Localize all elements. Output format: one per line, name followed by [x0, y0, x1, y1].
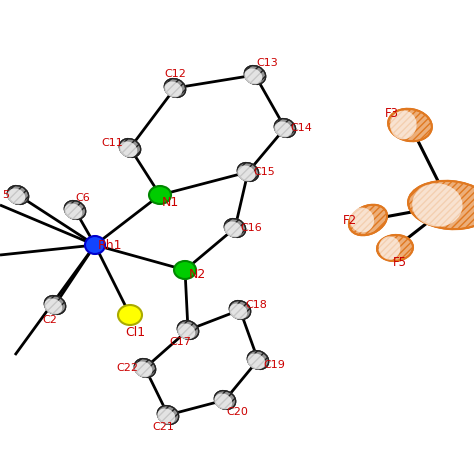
Text: N1: N1 — [161, 197, 179, 210]
Ellipse shape — [214, 393, 232, 410]
Text: C17: C17 — [169, 337, 191, 347]
Text: F2: F2 — [343, 213, 357, 227]
Ellipse shape — [224, 219, 246, 237]
Ellipse shape — [134, 359, 155, 377]
Ellipse shape — [350, 208, 374, 232]
Ellipse shape — [157, 406, 179, 424]
Ellipse shape — [390, 110, 417, 139]
Text: C16: C16 — [240, 223, 262, 233]
Ellipse shape — [244, 68, 262, 84]
Text: C12: C12 — [164, 69, 186, 79]
Text: C6: C6 — [76, 193, 91, 203]
Ellipse shape — [119, 138, 141, 157]
Ellipse shape — [274, 118, 296, 137]
Ellipse shape — [64, 201, 86, 219]
Ellipse shape — [377, 235, 413, 261]
Ellipse shape — [149, 186, 171, 204]
Ellipse shape — [44, 299, 62, 314]
Ellipse shape — [412, 183, 463, 227]
Text: C18: C18 — [245, 300, 267, 310]
Ellipse shape — [177, 320, 199, 339]
Ellipse shape — [64, 201, 86, 219]
Ellipse shape — [7, 186, 28, 204]
Text: Cl1: Cl1 — [125, 327, 145, 339]
Ellipse shape — [119, 138, 141, 157]
Ellipse shape — [224, 219, 246, 237]
Ellipse shape — [388, 109, 432, 141]
Ellipse shape — [134, 359, 155, 377]
Ellipse shape — [45, 296, 66, 314]
Ellipse shape — [118, 305, 142, 325]
Ellipse shape — [214, 391, 236, 410]
Ellipse shape — [164, 82, 182, 98]
Text: C19: C19 — [263, 360, 285, 370]
Ellipse shape — [349, 205, 387, 235]
Ellipse shape — [229, 301, 251, 319]
Ellipse shape — [274, 121, 292, 137]
Ellipse shape — [177, 320, 199, 339]
Ellipse shape — [247, 351, 269, 369]
Ellipse shape — [174, 261, 196, 279]
Ellipse shape — [379, 237, 401, 260]
Ellipse shape — [85, 236, 105, 254]
Text: F5: F5 — [393, 255, 407, 268]
Text: 5: 5 — [2, 190, 9, 200]
Text: F3: F3 — [385, 107, 399, 119]
Ellipse shape — [164, 79, 186, 97]
Ellipse shape — [274, 118, 296, 137]
Ellipse shape — [224, 221, 242, 237]
Text: C14: C14 — [290, 123, 312, 133]
Ellipse shape — [229, 303, 247, 319]
Ellipse shape — [237, 163, 259, 182]
Ellipse shape — [7, 189, 25, 204]
Ellipse shape — [177, 323, 195, 339]
Text: Rh1: Rh1 — [98, 238, 122, 252]
Ellipse shape — [388, 109, 432, 141]
Text: C13: C13 — [256, 58, 278, 68]
Ellipse shape — [157, 409, 175, 424]
Ellipse shape — [134, 362, 152, 377]
Ellipse shape — [247, 351, 269, 369]
Ellipse shape — [408, 181, 474, 229]
Ellipse shape — [45, 296, 66, 314]
Ellipse shape — [164, 79, 186, 97]
Ellipse shape — [349, 205, 387, 235]
Ellipse shape — [7, 186, 28, 204]
Text: N2: N2 — [188, 268, 206, 282]
Ellipse shape — [247, 354, 265, 369]
Text: C11: C11 — [101, 138, 123, 148]
Ellipse shape — [244, 65, 265, 84]
Text: C15: C15 — [253, 167, 275, 177]
Text: C2: C2 — [43, 315, 57, 325]
Ellipse shape — [214, 391, 236, 410]
Ellipse shape — [244, 65, 265, 84]
Ellipse shape — [237, 165, 255, 182]
Ellipse shape — [408, 181, 474, 229]
Ellipse shape — [157, 406, 179, 424]
Ellipse shape — [377, 235, 413, 261]
Ellipse shape — [229, 301, 251, 319]
Text: C21: C21 — [152, 422, 174, 432]
Ellipse shape — [119, 141, 137, 157]
Ellipse shape — [64, 203, 82, 219]
Text: C20: C20 — [226, 407, 248, 417]
Text: C22: C22 — [116, 363, 138, 373]
Ellipse shape — [237, 163, 259, 182]
